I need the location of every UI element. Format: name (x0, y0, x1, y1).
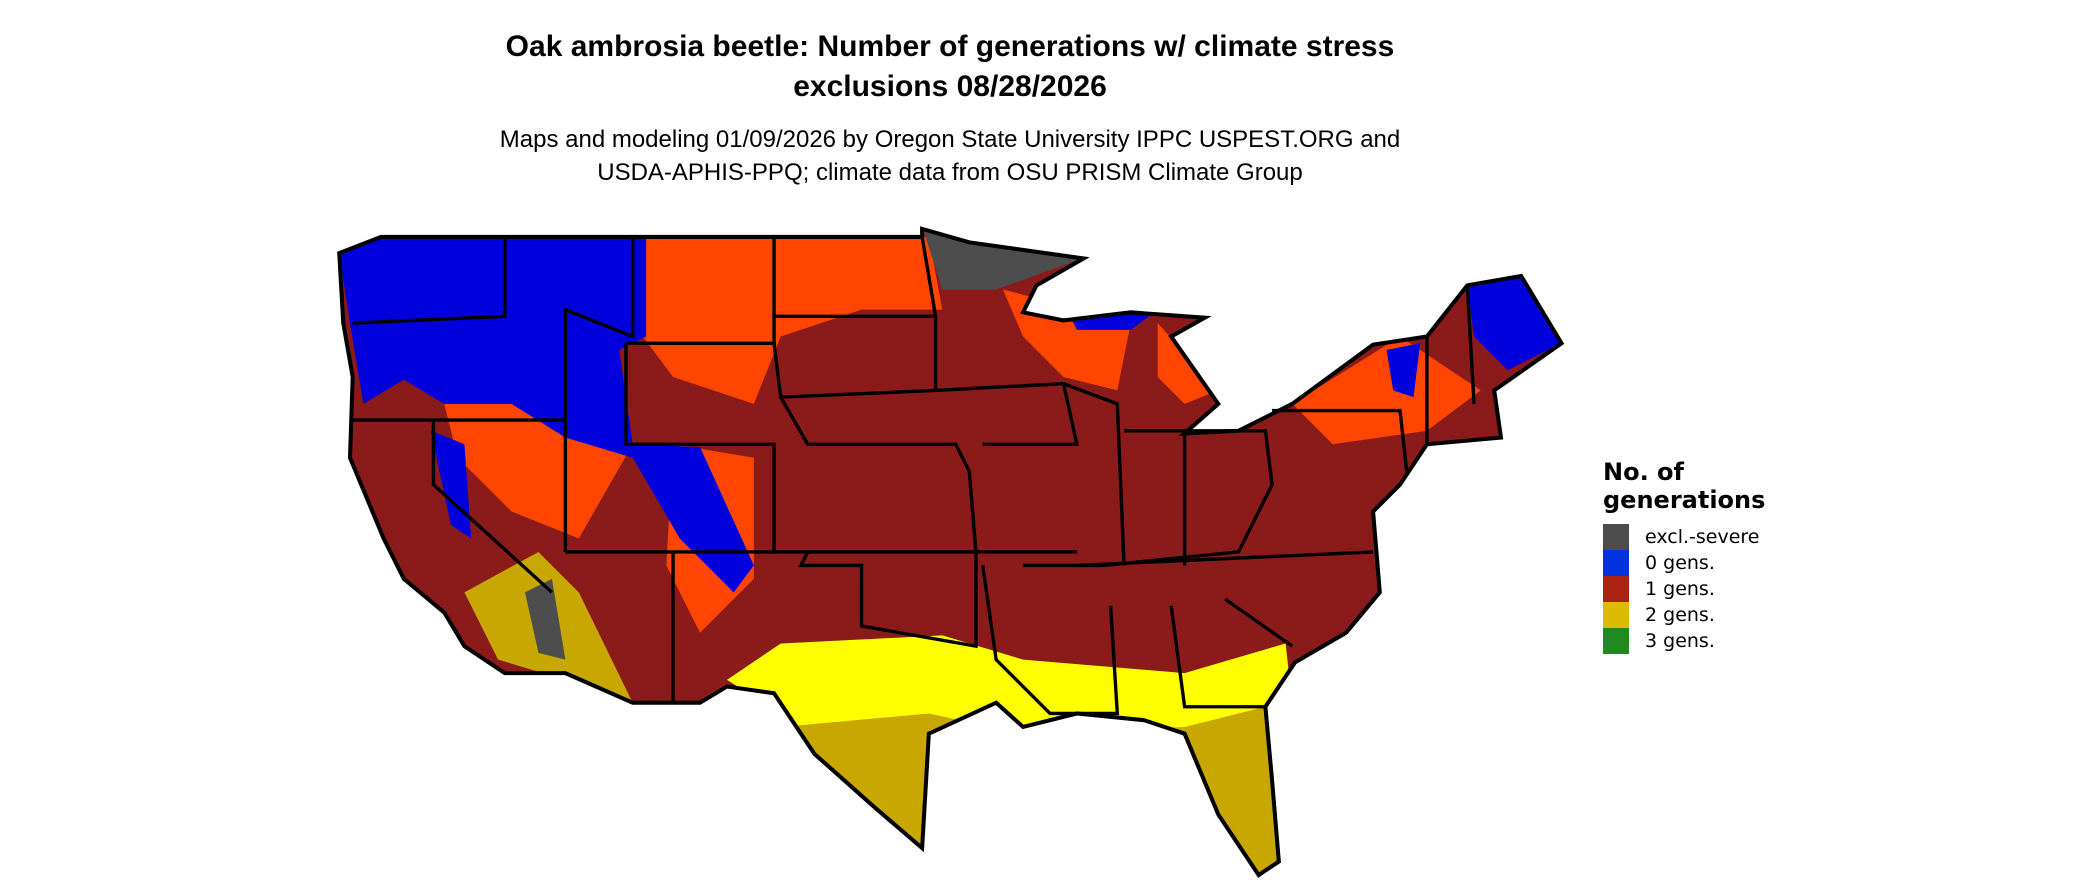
legend-swatch (1603, 576, 1629, 602)
region-excluded (525, 578, 566, 660)
legend-item: 0 gens. (1603, 550, 1803, 576)
legend: No. of generations excl.-severe 0 gens. 1 … (1603, 458, 1803, 654)
region-0-gen (339, 235, 754, 593)
legend-label: 1 gens. (1645, 578, 1715, 600)
state-boundaries (339, 229, 1561, 875)
region-0-gen (1467, 275, 1562, 371)
legend-label: 2 gens. (1645, 604, 1715, 626)
region-2-gen (780, 706, 1279, 876)
legend-item: 1 gens. (1603, 576, 1803, 602)
map-subtitle-line1: Maps and modeling 01/09/2026 by Oregon S… (499, 126, 1401, 153)
region-0-gen (1386, 343, 1421, 398)
legend-label: excl.-severe (1645, 526, 1760, 548)
legend-label: 0 gens. (1645, 552, 1715, 574)
map-title-line1: Oak ambrosia beetle: Number of generatio… (505, 30, 1395, 63)
legend-title: No. of generations (1603, 458, 1766, 514)
map-subtitle-line2: USDA-APHIS-PPQ; climate data from OSU PR… (597, 159, 1303, 186)
legend-item: 2 gens. (1603, 602, 1803, 628)
legend-item: excl.-severe (1603, 524, 1803, 550)
region-1-gen-light (1292, 336, 1481, 445)
legend-swatch (1603, 550, 1629, 576)
map-title-line2: exclusions 08/28/2026 (793, 70, 1107, 103)
legend-item: 3 gens. (1603, 628, 1803, 654)
region-1-gen-light (632, 236, 943, 404)
legend-swatch (1603, 628, 1629, 654)
legend-swatch (1603, 524, 1629, 550)
legend-label: 3 gens. (1645, 630, 1715, 652)
legend-swatch (1603, 602, 1629, 628)
